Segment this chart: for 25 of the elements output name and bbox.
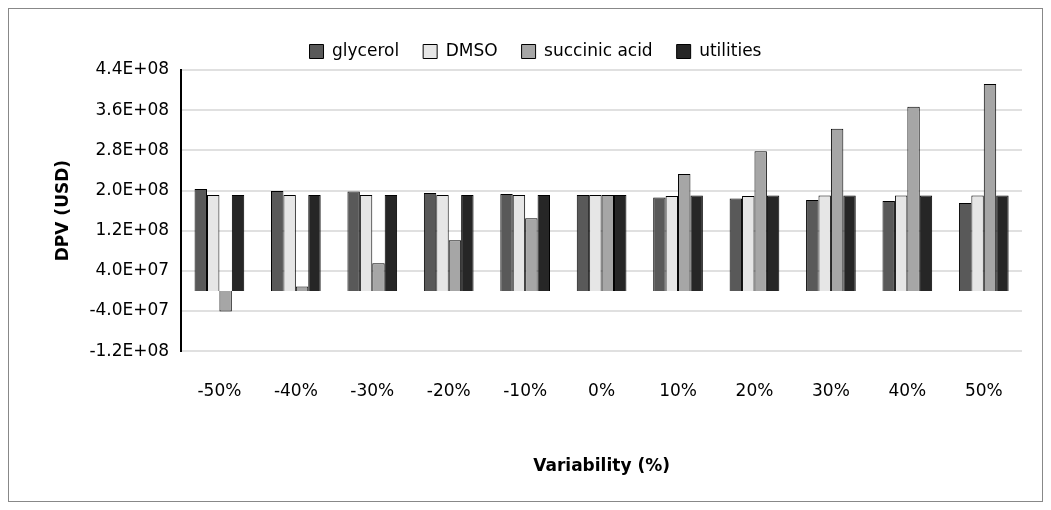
x-tick-label: 20% <box>735 379 774 400</box>
y-axis-title: DPV (USD) <box>51 159 72 262</box>
x-tick-label: 40% <box>888 379 927 400</box>
y-tick-label: 4.4E+08 <box>95 58 170 79</box>
y-tick-label: 4.0E+07 <box>95 259 170 280</box>
x-tick-label: -50% <box>197 379 242 400</box>
x-tick-label: -10% <box>503 379 548 400</box>
x-tick-label: -40% <box>273 379 318 400</box>
y-tick-label: 1.2E+08 <box>95 219 170 240</box>
y-tick-label: 2.0E+08 <box>95 178 170 199</box>
legend-label: glycerol <box>332 39 400 60</box>
legend-label: utilities <box>699 39 762 60</box>
x-tick-label: 10% <box>659 379 697 400</box>
y-tick-label: -1.2E+08 <box>89 339 170 360</box>
x-axis-title: Variability (%) <box>533 455 670 476</box>
x-tick-label: -30% <box>350 379 395 400</box>
y-tick-label: 2.8E+08 <box>95 138 170 159</box>
y-tick-label: -4.0E+07 <box>89 299 170 320</box>
x-tick-label: 50% <box>964 379 1003 400</box>
y-tick-label: 3.6E+08 <box>95 98 170 119</box>
legend-label: succinic acid <box>544 39 653 60</box>
x-tick-label: -20% <box>426 379 471 400</box>
x-tick-label: 30% <box>812 379 850 400</box>
legend-label: DMSO <box>445 39 498 60</box>
x-tick-label: 0% <box>588 379 616 400</box>
